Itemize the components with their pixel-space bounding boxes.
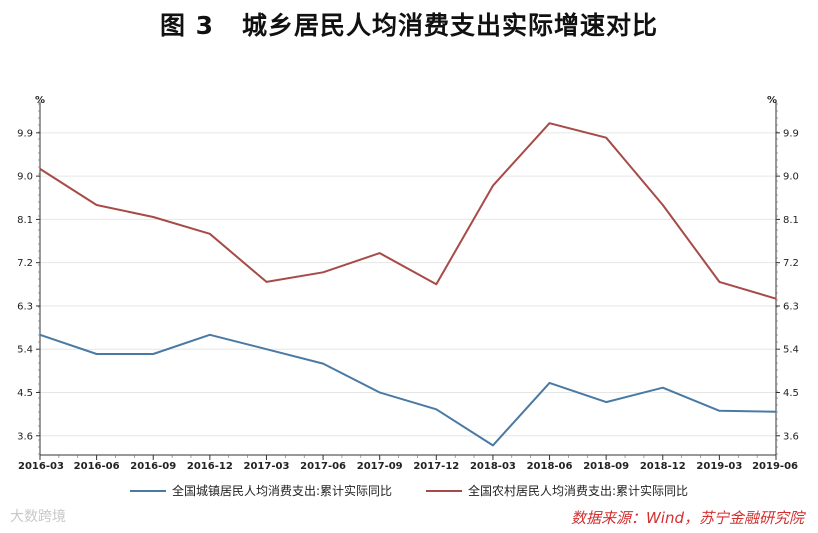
x-tick-label: 2019-06 [752,461,798,472]
data-point [322,271,324,274]
y-tick-label-left: 4.5 [17,388,33,399]
legend: 全国城镇居民人均消费支出:累计实际同比 全国农村居民人均消费支出:累计实际同比 [0,482,818,499]
data-point [378,252,381,254]
data-point [548,122,551,125]
data-point [548,382,551,384]
data-point [775,410,777,413]
y-tick-label-left: 7.2 [17,258,33,269]
title-text: 城乡居民人均消费支出实际增速对比 [242,11,659,40]
y-tick-label-right: 8.1 [783,215,799,226]
y-tick-label-right: 7.2 [783,258,799,269]
y-unit-right: % [767,95,777,106]
x-tick-label: 2016-09 [130,461,176,472]
data-point [39,333,41,336]
y-tick-label-right: 5.4 [783,345,799,356]
figure-number: 图 3 [159,11,215,40]
data-point [322,362,324,365]
x-tick-label: 2017-03 [244,461,290,472]
x-tick-label: 2018-09 [583,461,629,472]
watermark: 大数跨境 [10,509,66,525]
data-point [265,348,268,351]
data-point [492,184,494,187]
data-point [95,353,98,355]
x-tick-label: 2017-06 [300,461,346,472]
data-point [152,216,155,218]
y-tick-label-left: 8.1 [17,215,33,226]
data-point [209,333,211,336]
x-tick-label: 2017-09 [357,461,403,472]
y-tick-label-left: 9.0 [17,172,33,183]
source-note: 数据来源：Wind，苏宁金融研究院 [570,509,804,527]
x-tick-label: 2016-06 [74,461,120,472]
data-point [95,204,98,206]
y-unit-left: % [35,95,45,106]
data-point [378,391,381,394]
data-point [775,297,777,300]
series-line-urban [39,333,777,447]
series-line-rural [39,122,777,300]
legend-swatch-urban [129,489,166,492]
data-point [265,281,268,283]
data-point [209,233,211,235]
x-tick-label: 2018-12 [640,461,686,472]
legend-item-rural: 全国农村居民人均消费支出:累计实际同比 [426,482,688,499]
x-tick-label: 2018-03 [470,461,516,472]
y-tick-label-left: 5.4 [17,345,33,356]
data-point [661,204,664,206]
x-tick-label: 2018-06 [527,461,573,472]
data-point [661,386,664,389]
x-tick-label: 2017-12 [413,461,459,472]
x-tick-label: 2016-12 [187,461,233,472]
legend-swatch-rural [426,489,462,492]
y-tick-label-right: 9.9 [783,128,799,139]
legend-label-urban: 全国城镇居民人均消费支出:累计实际同比 [171,484,392,498]
data-point [718,409,721,412]
y-tick-label-left: 9.9 [17,128,33,139]
data-point [605,401,607,403]
chart-title: 图 3 城乡居民人均消费支出实际增速对比 [0,6,818,42]
x-tick-label: 2016-03 [18,461,64,472]
x-tick-label: 2019-03 [696,461,742,472]
y-tick-label-right: 3.6 [783,431,799,442]
data-point [718,281,721,283]
legend-label-rural: 全国农村居民人均消费支出:累计实际同比 [468,484,689,498]
y-tick-label-left: 6.3 [17,301,33,312]
y-tick-label-right: 9.0 [783,172,799,183]
data-point [152,353,155,355]
legend-item-urban: 全国城镇居民人均消费支出:累计实际同比 [129,482,392,499]
data-point [492,444,494,447]
y-tick-label-right: 4.5 [783,388,799,399]
y-tick-label-left: 3.6 [17,431,33,442]
data-point [39,168,41,170]
data-point [435,408,438,411]
data-point [435,283,438,286]
data-point [605,136,607,139]
y-tick-label-right: 6.3 [783,301,799,312]
